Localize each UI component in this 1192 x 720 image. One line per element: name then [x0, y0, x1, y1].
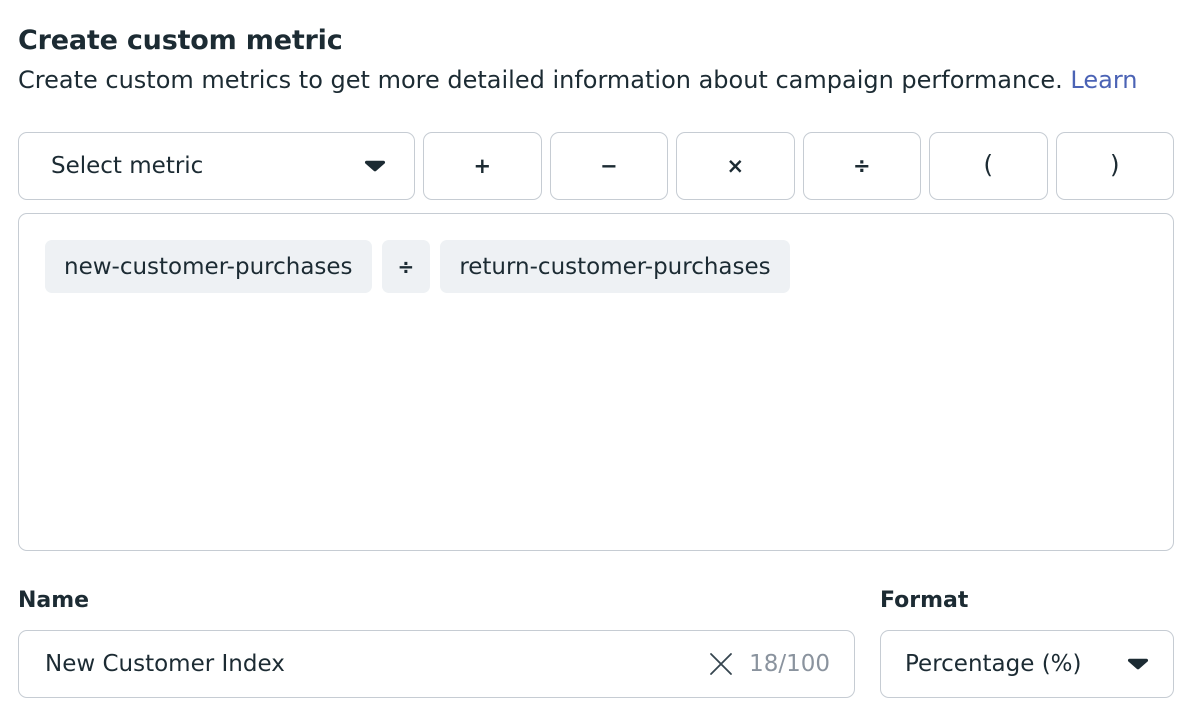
select-metric-label: Select metric — [51, 153, 204, 179]
operator-multiply-button[interactable]: × — [676, 132, 795, 200]
format-field-group: Format Percentage (%) — [880, 587, 1174, 698]
formula-editor[interactable]: new-customer-purchases ÷ return-customer… — [18, 213, 1174, 551]
name-field-group: Name 18/100 — [18, 587, 855, 698]
page-title: Create custom metric — [18, 25, 343, 56]
name-input[interactable] — [45, 651, 694, 677]
select-metric-dropdown[interactable]: Select metric — [18, 132, 415, 200]
page-description: Create custom metrics to get more detail… — [18, 64, 1174, 96]
name-label: Name — [18, 588, 90, 613]
operator-add-button[interactable]: + — [423, 132, 542, 200]
name-input-container: 18/100 — [18, 630, 855, 698]
metric-token[interactable]: new-customer-purchases — [45, 240, 372, 293]
chevron-down-icon — [364, 160, 386, 172]
chevron-down-icon — [1127, 658, 1149, 670]
operator-subtract-button[interactable]: − — [549, 132, 668, 200]
format-label: Format — [880, 588, 969, 613]
char-counter: 18/100 — [749, 651, 830, 677]
operator-open-paren-button[interactable]: ( — [929, 132, 1048, 200]
operator-close-paren-button[interactable]: ) — [1055, 132, 1174, 200]
operator-divide-button[interactable]: ÷ — [802, 132, 921, 200]
metric-token[interactable]: return-customer-purchases — [440, 240, 790, 293]
create-custom-metric-panel: Create custom metric Create custom metri… — [18, 25, 1174, 698]
format-dropdown-value: Percentage (%) — [905, 651, 1082, 677]
learn-more-link[interactable]: Learn — [1070, 66, 1138, 94]
page-description-text: Create custom metrics to get more detail… — [18, 66, 1071, 94]
format-dropdown[interactable]: Percentage (%) — [880, 630, 1174, 698]
operator-token[interactable]: ÷ — [381, 240, 431, 293]
close-icon[interactable] — [708, 651, 734, 677]
formula-toolbar: Select metric + − × ÷ ( ) — [18, 132, 1174, 200]
name-format-row: Name 18/100 Format Percentage (%) — [18, 587, 1174, 698]
